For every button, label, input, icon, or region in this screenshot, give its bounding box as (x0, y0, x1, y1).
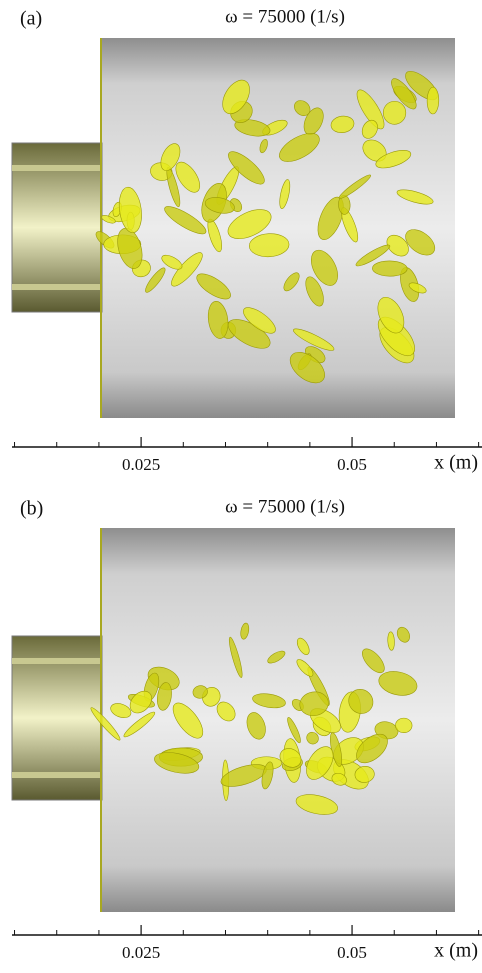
vortex-structure (305, 276, 324, 307)
vortex-structure (204, 197, 235, 214)
vortex-structure (243, 307, 276, 334)
vortex-structure (293, 328, 335, 351)
vortex-structure (356, 89, 385, 130)
vortex-structure (110, 703, 132, 719)
vortex-structure (216, 701, 236, 722)
vortex-structure (240, 622, 250, 640)
vortex-structure (248, 233, 290, 258)
vortex-structure (154, 752, 200, 774)
domain (100, 528, 455, 912)
vortex-structure (331, 772, 347, 786)
vortex-structure (306, 746, 334, 780)
nozzle-band (12, 658, 102, 664)
vortex-structure (377, 296, 405, 334)
vortex-structure (196, 273, 231, 300)
nozzle-band (12, 165, 102, 171)
vortex-structure (117, 227, 143, 269)
vortex-structure (172, 702, 204, 739)
vortex-structure (296, 659, 314, 677)
vortex-structure (101, 215, 116, 224)
panel-label: (a) (20, 8, 42, 30)
vortex-structure (375, 150, 412, 169)
vortex-structure (279, 133, 320, 162)
panel-label: (b) (20, 498, 43, 520)
vortex-structure (207, 301, 229, 339)
vortex-structure (123, 711, 156, 738)
vortex-structure (338, 174, 372, 199)
vortex-structure (299, 691, 329, 717)
vortex-structure (261, 761, 274, 790)
vortex-structure (295, 794, 339, 815)
vortex-structure (382, 100, 407, 125)
nozzle (11, 142, 103, 313)
tick-label: 0.05 (337, 455, 367, 474)
vortex-structure (396, 626, 410, 643)
vortex-structure (129, 690, 152, 714)
vortex-structure (192, 685, 208, 699)
vortex-structure (259, 138, 268, 154)
vortex-structure (118, 186, 142, 234)
vortex-structure (164, 206, 207, 235)
vortex-structure (228, 636, 243, 678)
vortex-structure (296, 637, 310, 655)
nozzle-band (12, 772, 102, 778)
tick-label: 0.025 (122, 455, 160, 474)
axis-label: x (m) (434, 940, 478, 962)
vortex-structure (283, 272, 300, 292)
tick-label: 0.025 (122, 943, 160, 962)
vortex-structure (361, 119, 378, 139)
vortex-structure (294, 100, 311, 116)
vortex-structure (426, 86, 440, 115)
vortex-structure (252, 693, 286, 709)
vortex-structure (387, 631, 395, 651)
vortex-structure (246, 712, 266, 740)
vortex-structure (386, 234, 409, 257)
vortex-structure (161, 254, 183, 270)
panel: (b) ω = 75000 (1/s) 0.025 0.05 x (m) (11, 496, 482, 962)
vortex-structure (408, 282, 427, 294)
vortex-structure (222, 79, 250, 115)
vortex-structure (330, 115, 355, 134)
axis-label: x (m) (434, 452, 478, 474)
vortex-structure (289, 351, 325, 384)
vortex-structure (348, 689, 374, 714)
vortex-structure (228, 151, 265, 185)
vortex-structure (354, 766, 375, 783)
vortex-structure (267, 650, 286, 664)
vortex-structure (311, 249, 338, 286)
vortex-structure (279, 748, 302, 768)
vortex-structure (391, 78, 417, 110)
panel: (a) ω = 75000 (1/s) 0.025 0.05 x (m) (11, 6, 482, 474)
vortex-structure (287, 717, 301, 744)
nozzle-band (12, 284, 102, 290)
vortex-structure (362, 648, 385, 674)
vortex-structure (234, 119, 271, 137)
panel-title: ω = 75000 (1/s) (225, 496, 345, 517)
vortex-structure (306, 731, 319, 745)
vortex-structure (160, 143, 181, 171)
vortex-structure (90, 707, 121, 741)
vortex-structure (356, 733, 388, 764)
vortex-structure (145, 267, 166, 293)
vortex-structure (378, 671, 418, 696)
vortex-structure (405, 229, 436, 256)
vortex-structure (395, 717, 413, 734)
vortex-structure (175, 161, 201, 193)
vortex-structure (157, 682, 172, 711)
panel-title: ω = 75000 (1/s) (225, 6, 345, 27)
vortex-structure (279, 179, 291, 209)
vortex-structure (227, 209, 272, 240)
vortex-structure (372, 260, 408, 277)
vortex-structure (396, 189, 434, 205)
tick-label: 0.05 (337, 943, 367, 962)
vortex-structure (355, 244, 391, 267)
